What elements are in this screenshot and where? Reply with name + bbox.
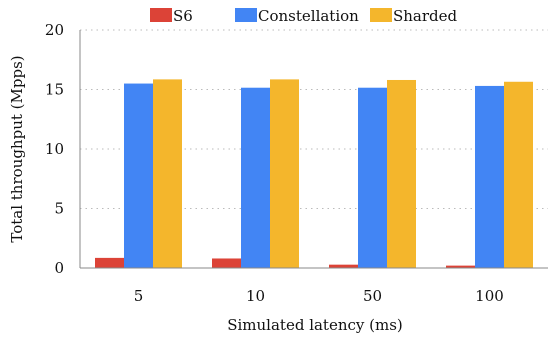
bar-sharded-5 — [153, 79, 182, 268]
bar-constellation-10 — [241, 87, 270, 268]
bar-s6-5 — [95, 257, 124, 268]
axes — [79, 30, 548, 269]
bars — [95, 79, 533, 269]
legend: S6 Constellation Sharded — [150, 7, 458, 25]
x-axis-label: Simulated latency (ms) — [227, 316, 403, 334]
bar-sharded-100 — [504, 81, 533, 268]
bar-sharded-10 — [270, 79, 299, 268]
legend-label: Constellation — [258, 7, 359, 25]
bar-constellation-5 — [124, 83, 153, 268]
bar-constellation-50 — [358, 87, 387, 268]
legend-label: S6 — [173, 7, 193, 25]
y-tick-label: 20 — [45, 21, 64, 39]
x-tick-label: 100 — [475, 287, 504, 305]
x-tick-labels: 5 10 50 100 — [134, 287, 504, 305]
y-tick-label: 0 — [54, 259, 64, 277]
bar-sharded-50 — [387, 79, 416, 268]
bar-constellation-100 — [475, 85, 504, 269]
legend-swatch-sharded — [370, 8, 392, 22]
y-axis-label: Total throughput (Mpps) — [8, 55, 26, 242]
x-tick-label: 5 — [134, 287, 144, 305]
legend-swatch-s6 — [150, 8, 172, 22]
y-tick-label: 10 — [45, 140, 64, 158]
bar-s6-100 — [446, 265, 475, 268]
x-tick-label: 10 — [246, 287, 265, 305]
y-tick-labels: 0 5 10 15 20 — [45, 21, 64, 277]
bar-s6-10 — [212, 258, 241, 268]
y-tick-label: 15 — [45, 81, 64, 99]
y-tick-label: 5 — [54, 200, 64, 218]
legend-label: Sharded — [393, 7, 458, 25]
bar-s6-50 — [329, 264, 358, 268]
legend-swatch-constellation — [235, 8, 257, 22]
x-tick-label: 50 — [363, 287, 382, 305]
